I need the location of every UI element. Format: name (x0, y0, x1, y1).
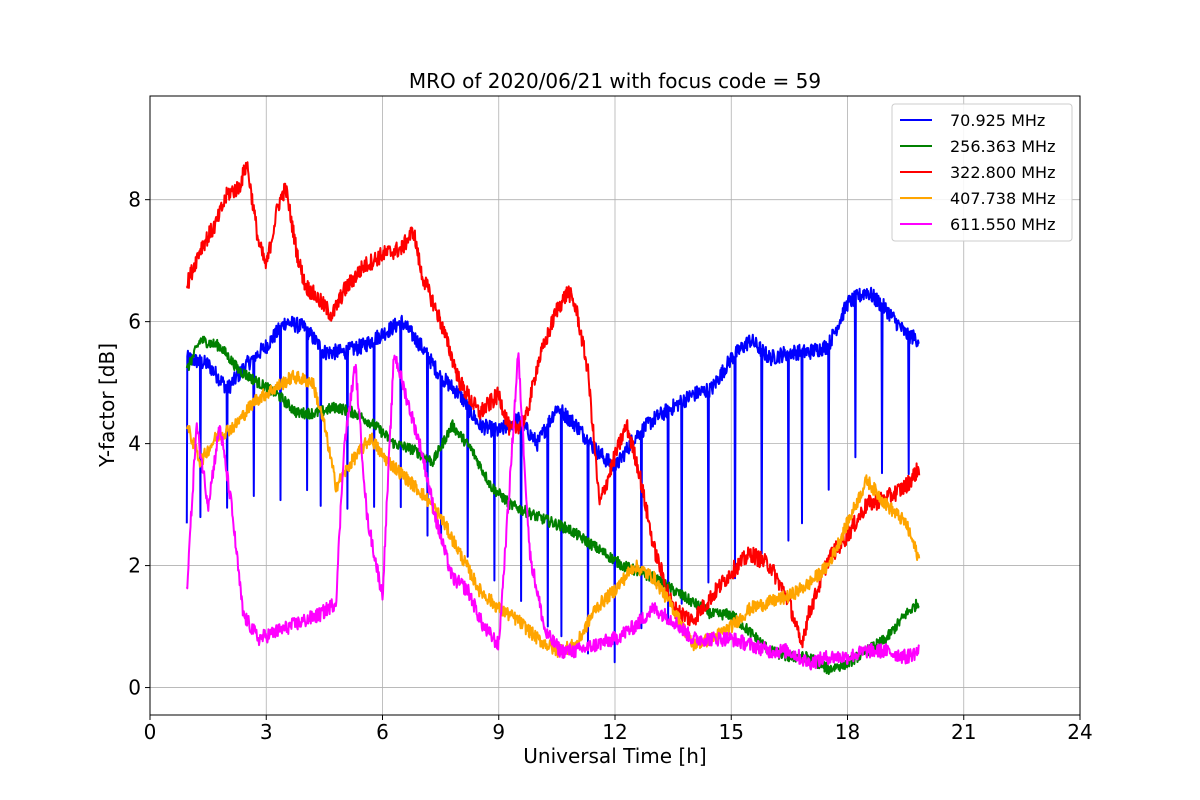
x-axis-label: Universal Time [h] (523, 744, 706, 768)
x-tick-label: 24 (1067, 720, 1092, 744)
x-tick-label: 12 (602, 720, 627, 744)
series-line-1 (185, 335, 920, 675)
legend: 70.925 MHz 256.363 MHz 322.800 MHz 407.738 … (891, 103, 1073, 242)
legend-label: 256.363 MHz (950, 137, 1055, 156)
x-tick-label: 21 (951, 720, 976, 744)
series-line-0 (185, 286, 920, 664)
x-tick-label: 3 (260, 720, 273, 744)
series-line-3 (185, 369, 921, 658)
y-tick-label: 0 (128, 676, 141, 700)
series-line-4 (185, 352, 920, 671)
y-tick-label: 8 (128, 188, 141, 212)
legend-label: 70.925 MHz (950, 111, 1045, 130)
y-tick-label: 6 (128, 310, 141, 334)
legend-label: 407.738 MHz (950, 189, 1055, 208)
y-tick-label: 2 (128, 554, 141, 578)
legend-label: 322.800 MHz (950, 163, 1055, 182)
x-tick-label: 0 (144, 720, 157, 744)
chart-title: MRO of 2020/06/21 with focus code = 59 (409, 69, 821, 93)
x-tick-label: 15 (719, 720, 744, 744)
series-line-2 (185, 161, 921, 649)
y-tick-label: 4 (128, 432, 141, 456)
x-tick-label: 18 (835, 720, 860, 744)
x-tick-label: 9 (492, 720, 505, 744)
x-tick-label: 6 (376, 720, 389, 744)
legend-label: 611.550 MHz (950, 215, 1055, 234)
y-axis-label: Y-factor [dB] (95, 343, 119, 468)
legend-box (891, 103, 1073, 242)
series-lines (185, 161, 921, 675)
